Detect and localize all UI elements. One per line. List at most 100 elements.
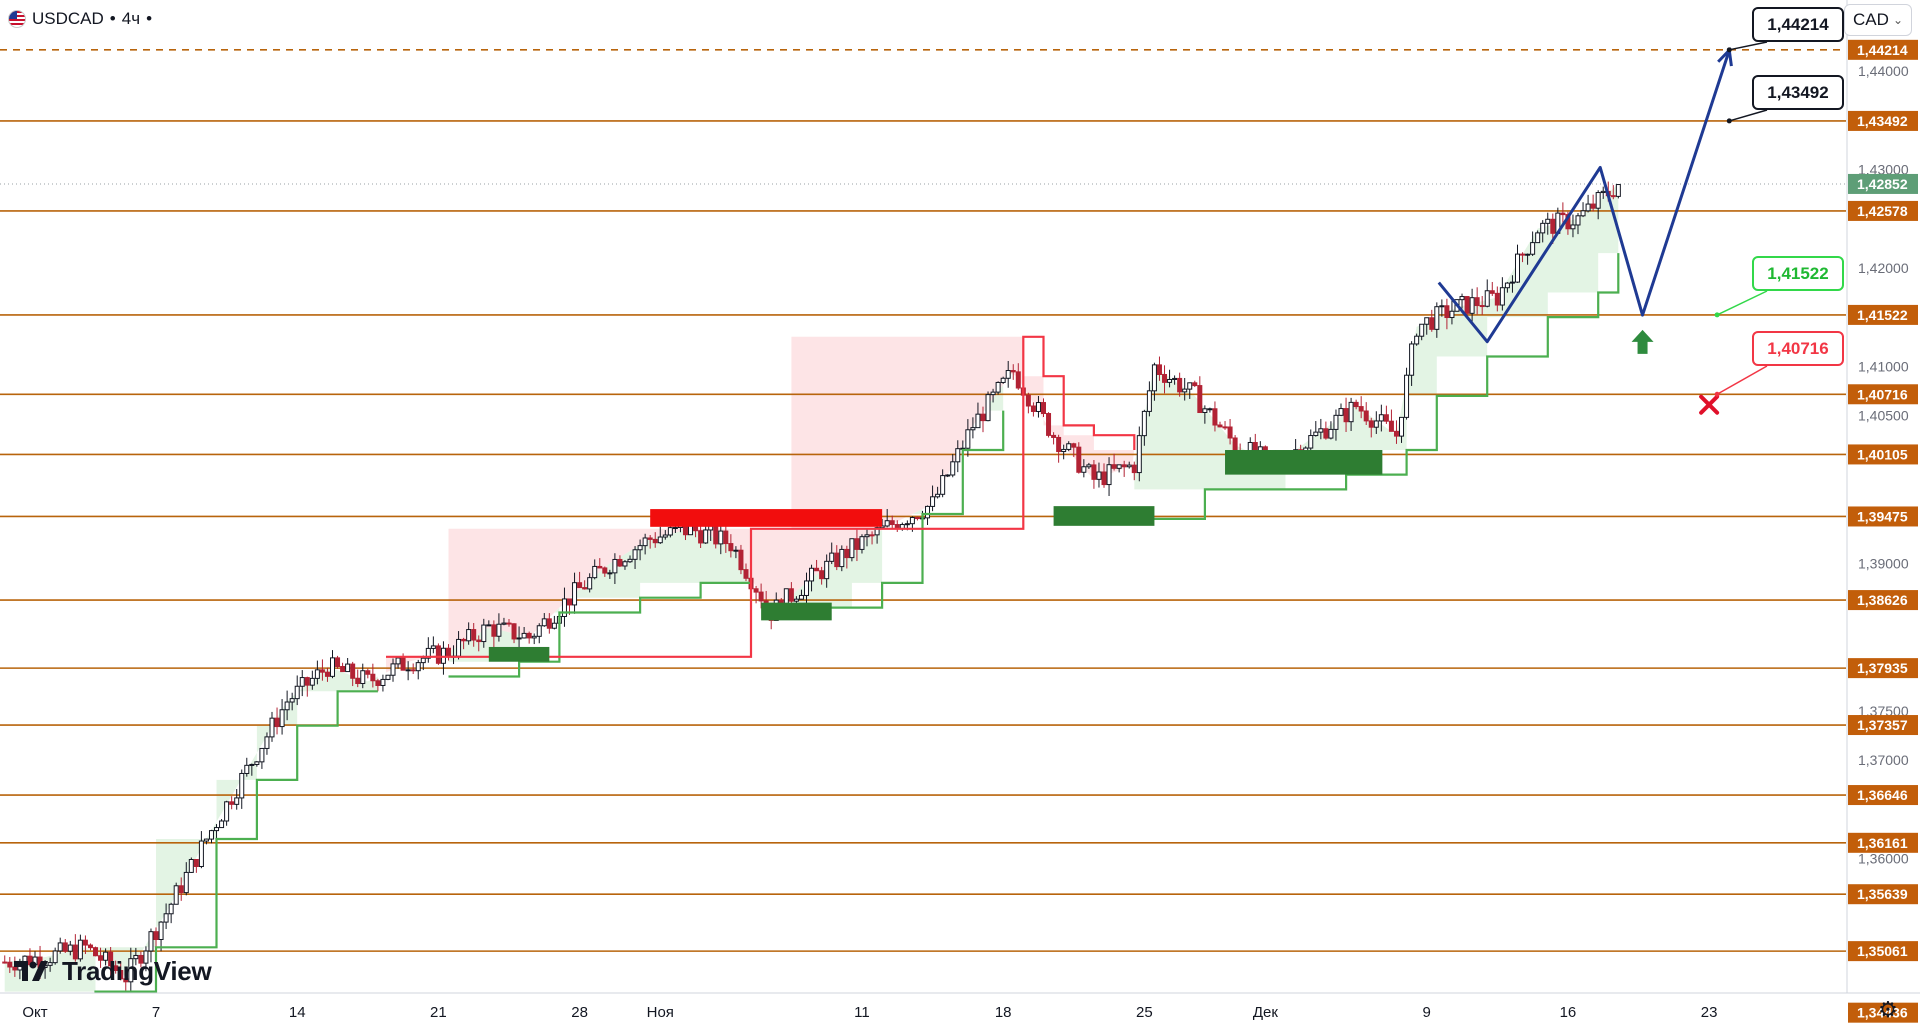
candle-body	[829, 552, 835, 562]
time-tick-label: 25	[1136, 1004, 1153, 1021]
currency-selector[interactable]: CAD ⌄	[1844, 4, 1912, 36]
candle	[647, 535, 653, 549]
candle-body	[1162, 374, 1168, 383]
candle-body	[1535, 232, 1541, 244]
candle	[1207, 407, 1213, 413]
candle-body	[425, 647, 431, 659]
candle-body	[1318, 428, 1324, 433]
time-tick-label: Ноя	[647, 1004, 674, 1021]
header-separator: •	[146, 9, 153, 28]
candle	[1151, 362, 1157, 401]
candle-body	[1444, 305, 1450, 319]
candle-body	[995, 381, 1001, 393]
candle-body	[874, 527, 880, 536]
candle-body	[214, 827, 220, 832]
candle-body	[461, 638, 467, 642]
candle-body	[1106, 464, 1112, 486]
candle	[481, 618, 487, 648]
candle	[521, 627, 527, 639]
candle	[1182, 377, 1188, 401]
candle-body	[859, 536, 865, 550]
candle	[582, 580, 588, 590]
candle	[1514, 244, 1520, 283]
candle	[1141, 409, 1147, 446]
candle	[183, 862, 189, 896]
candle-body	[1101, 471, 1107, 486]
candle	[1414, 333, 1420, 346]
candle	[572, 572, 578, 614]
candle	[642, 533, 648, 555]
candle	[940, 469, 946, 498]
symbol-header[interactable]: USDCAD • 4ч •	[8, 6, 152, 32]
candle	[1399, 416, 1405, 443]
candle-body	[844, 548, 850, 559]
callout-leader	[1716, 290, 1768, 316]
candle-body	[1464, 296, 1470, 314]
candle-body	[536, 625, 542, 637]
candle	[1041, 398, 1046, 417]
candle	[108, 947, 114, 976]
level-price-label: 1,35639	[1857, 886, 1908, 902]
candle	[1535, 230, 1541, 244]
candle	[1146, 381, 1152, 417]
candle	[1328, 421, 1334, 440]
supply-zone	[650, 509, 883, 527]
candle-body	[1409, 343, 1415, 376]
candle-body	[582, 587, 588, 590]
candle	[52, 947, 58, 965]
candle	[1035, 395, 1041, 418]
candle	[1464, 296, 1470, 316]
candle-body	[52, 950, 58, 964]
gear-icon[interactable]: ⚙	[1878, 997, 1898, 1022]
candle-body	[173, 885, 179, 905]
candle	[1177, 372, 1183, 397]
candle	[1121, 460, 1127, 477]
candle-body	[622, 561, 628, 567]
candle-body	[108, 951, 114, 967]
candle	[289, 692, 295, 711]
candle-body	[1404, 374, 1410, 418]
candle-body	[314, 669, 320, 679]
candle	[1106, 457, 1112, 496]
candle-body	[1439, 305, 1445, 308]
candle-body	[345, 663, 351, 673]
candle-body	[955, 448, 961, 463]
candle	[834, 545, 840, 571]
header-separator: •	[109, 9, 116, 28]
level-price-label: 1,35061	[1857, 943, 1908, 959]
price-callout[interactable]: 1,40716	[1714, 331, 1844, 397]
candle	[2, 955, 8, 964]
candle-body	[1232, 437, 1238, 452]
candle-body	[1530, 242, 1536, 255]
candle-body	[869, 534, 875, 537]
candle	[67, 940, 73, 956]
candle	[1525, 253, 1531, 265]
price-callout[interactable]: 1,43492	[1726, 75, 1844, 124]
level-price-tag	[1848, 941, 1918, 962]
stop-cross-icon	[1699, 394, 1720, 415]
candle	[970, 417, 976, 439]
time-axis[interactable]: Окт 7 14 21 28 Ноя 11 18 25 Дек 9 16 23	[0, 992, 1920, 1030]
candle-body	[67, 944, 73, 952]
candle	[531, 633, 537, 645]
candle-body	[284, 701, 290, 711]
candle-body	[980, 413, 986, 422]
price-axis[interactable]: 1,44000 1,43000 1,42000 1,41000 1,40500 1,390…	[1846, 0, 1920, 1023]
candle-body	[420, 657, 426, 664]
candle	[995, 381, 1001, 395]
candle-body	[930, 496, 936, 507]
price-callout[interactable]: 1,44214	[1726, 7, 1844, 53]
candle	[279, 699, 285, 735]
candle	[617, 555, 623, 567]
candle	[274, 707, 280, 735]
candle	[1333, 409, 1339, 441]
candle-body	[340, 666, 346, 673]
time-tick-label: 14	[289, 1004, 306, 1021]
candle	[854, 528, 860, 562]
candle-body	[814, 567, 820, 572]
candle	[294, 675, 300, 706]
candle	[1076, 442, 1082, 474]
level-price-tag	[1848, 444, 1918, 465]
price-callout[interactable]: 1,41522	[1714, 256, 1844, 318]
